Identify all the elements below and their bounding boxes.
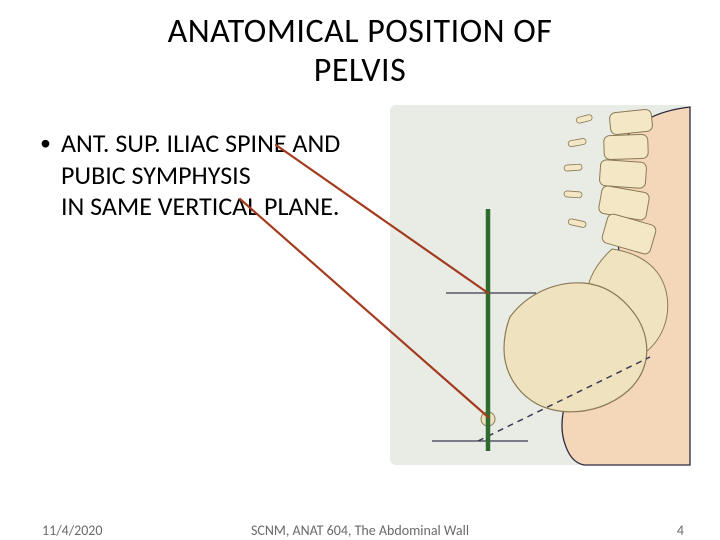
title-line-2: PELVIS	[314, 50, 407, 91]
footer-course: SCNM, ANAT 604, The Abdominal Wall	[0, 522, 720, 539]
pelvis-diagram	[360, 105, 690, 465]
bullet-marker: •	[40, 130, 51, 156]
slide-title: ANATOMICAL POSITION OF PELVIS	[0, 12, 720, 90]
bullet-text: ANT. SUP. ILIAC SPINE AND PUBIC SYMPHYSI…	[61, 128, 370, 223]
footer-page-number: 4	[677, 522, 684, 539]
title-line-1: ANATOMICAL POSITION OF	[168, 11, 553, 52]
